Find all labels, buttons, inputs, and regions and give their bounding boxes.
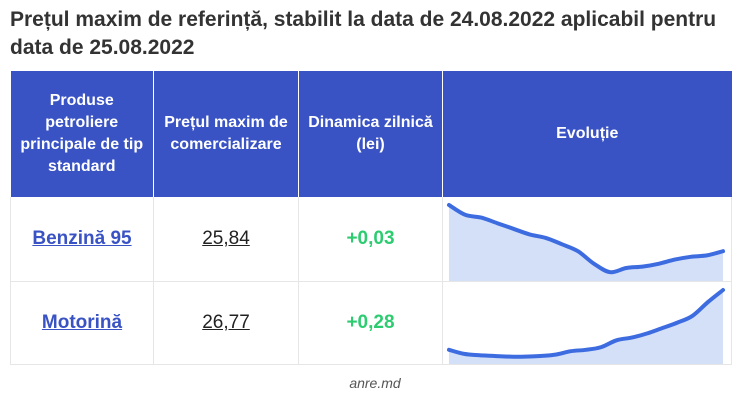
price-table: Produse petroliere principale de tip sta… <box>10 71 732 365</box>
sparkline-line <box>446 203 726 275</box>
sparkline-area <box>448 205 724 281</box>
change-cell: +0,28 <box>298 281 443 365</box>
price-cell: 26,77 <box>153 281 299 365</box>
source-caption: anre.md <box>349 375 401 391</box>
product-cell: Benzină 95 <box>10 197 154 282</box>
page-title: Prețul maxim de referință, stabilit la d… <box>10 8 717 59</box>
price-value[interactable]: 26,77 <box>202 312 250 333</box>
header-evolution: Evoluție <box>442 71 732 197</box>
sparkline-benzina-95 <box>446 203 726 281</box>
table-row: Benzină 95 25,84 +0,03 <box>10 197 732 282</box>
sparkline-line <box>446 288 726 359</box>
price-cell: 25,84 <box>153 197 299 282</box>
sparkline-area <box>448 290 724 364</box>
price-value[interactable]: 25,84 <box>202 228 250 249</box>
header-max-price: Prețul maxim de comercializare <box>153 71 299 197</box>
table-row: Motorină 26,77 +0,28 <box>10 281 732 365</box>
evolution-cell <box>442 281 732 365</box>
daily-change-value: +0,03 <box>346 228 395 249</box>
header-products: Produse petroliere principale de tip sta… <box>10 71 154 197</box>
product-link-benzina-95[interactable]: Benzină 95 <box>32 228 132 249</box>
daily-change-value: +0,28 <box>346 312 395 333</box>
change-cell: +0,03 <box>298 197 443 282</box>
evolution-cell <box>442 197 732 282</box>
table-header-row: Produse petroliere principale de tip sta… <box>10 71 732 197</box>
product-link-motorina[interactable]: Motorină <box>41 312 123 333</box>
sparkline-motorina <box>446 288 726 364</box>
header-daily-change: Dinamica zilnică (lei) <box>298 71 443 197</box>
product-cell: Motorină <box>10 281 154 365</box>
